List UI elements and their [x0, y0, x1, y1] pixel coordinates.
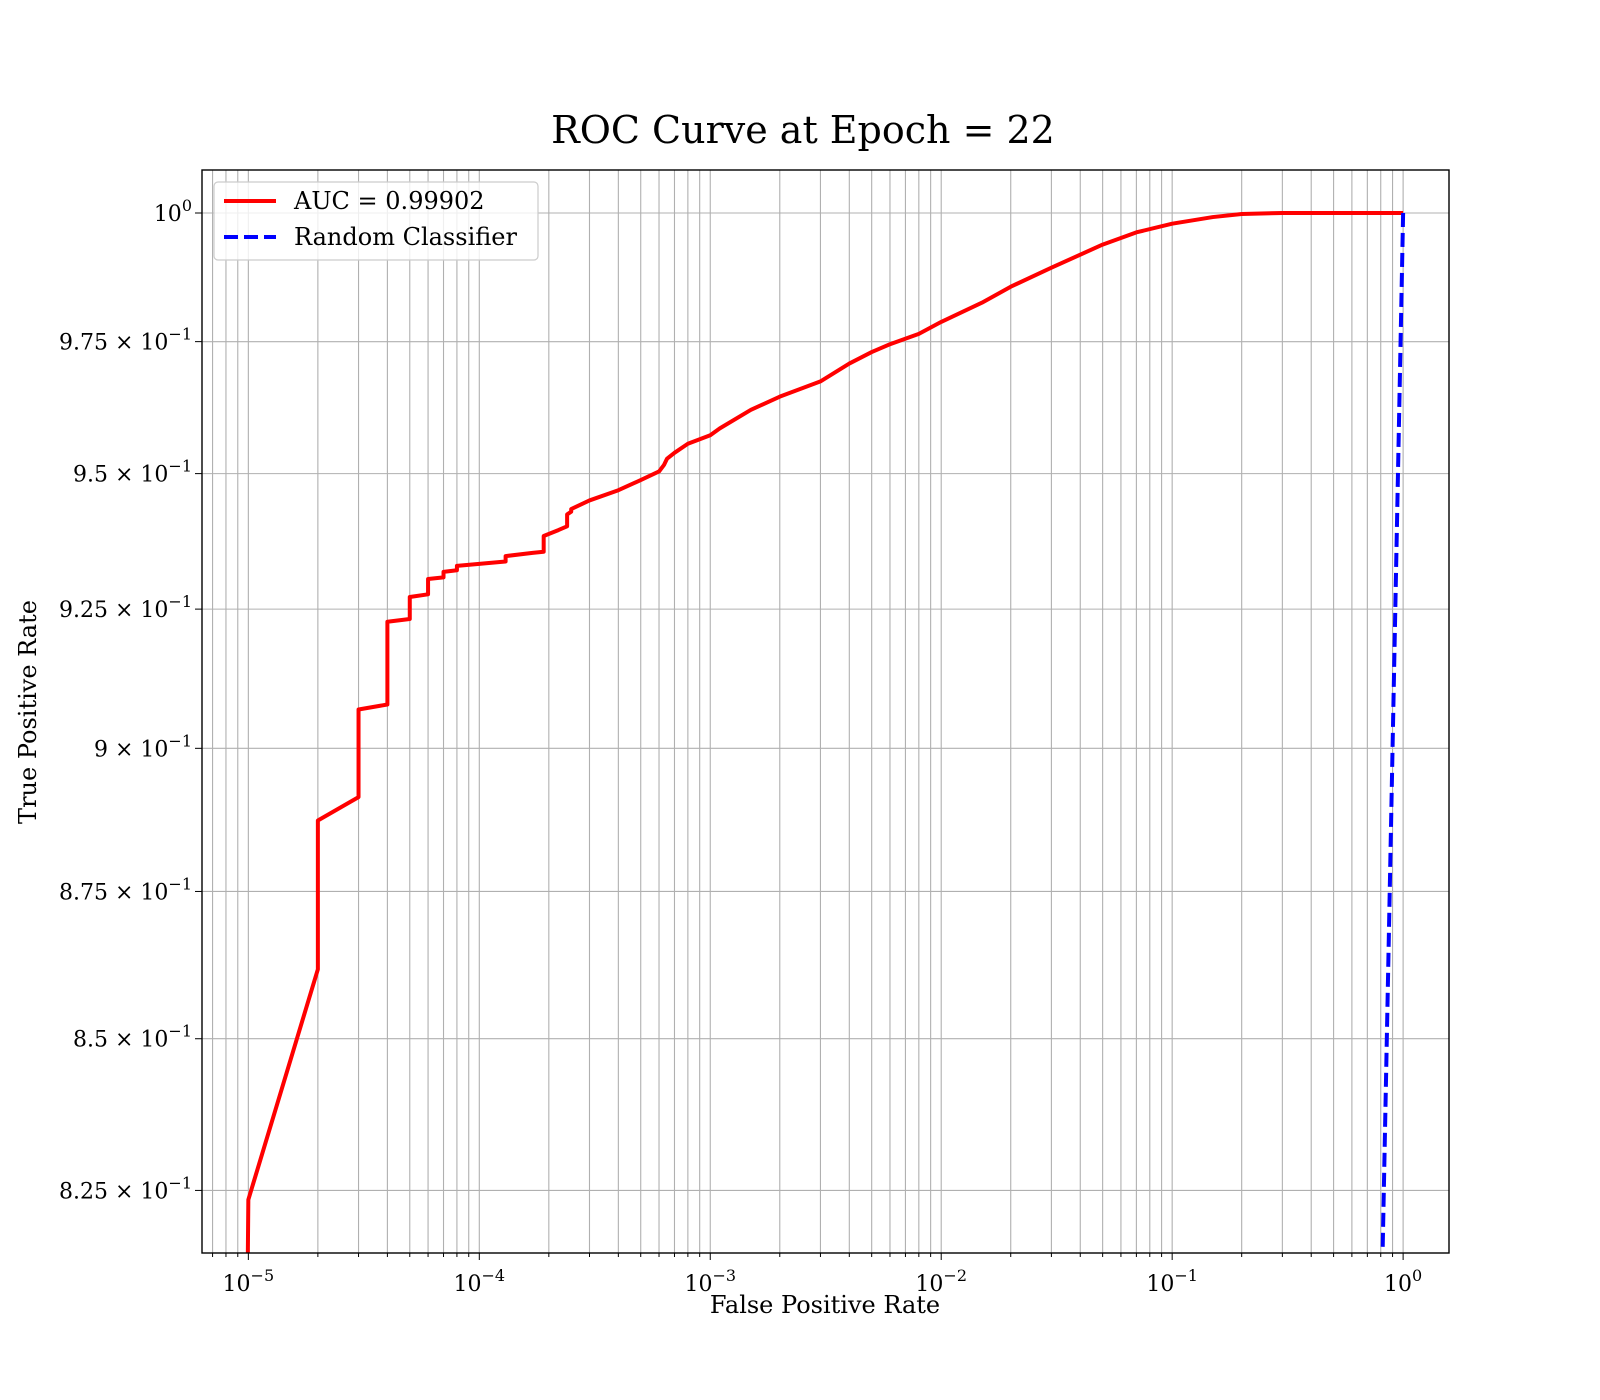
plot-background [202, 170, 1449, 1253]
y-tick-label: 8.5 × 10−1 [73, 1022, 192, 1053]
x-tick-label: 10−2 [915, 1266, 967, 1297]
grid [202, 170, 1449, 1253]
axis-ticks: 10−5 10−4 10−3 10−2 10−1 100 8.25 × 10−1 8.5 × … [59, 196, 1422, 1297]
y-tick-label: 9.75 × 10−1 [59, 325, 192, 356]
x-tick-label: 100 [1384, 1266, 1422, 1297]
x-tick-label: 10−4 [454, 1266, 506, 1297]
y-tick-label: 9.5 × 10−1 [73, 457, 192, 488]
legend: AUC = 0.99902 Random Classifier [213, 181, 539, 261]
series-layer [245, 211, 1406, 1253]
chart-title: ROC Curve at Epoch = 22 [551, 108, 1055, 152]
plot-frame [201, 169, 1450, 1254]
x-tick-label: 10−1 [1146, 1266, 1198, 1297]
x-tick-label: 10−5 [223, 1266, 275, 1297]
y-tick-label: 9.25 × 10−1 [59, 592, 192, 623]
y-axis-label: True Positive Rate [14, 600, 42, 824]
roc-curve-line [245, 211, 1404, 1253]
y-tick-label: 8.75 × 10−1 [59, 874, 192, 905]
x-axis-label: False Positive Rate [710, 1291, 940, 1319]
random-classifier-line [1380, 212, 1406, 1253]
x-tick-label: 10−3 [684, 1266, 736, 1297]
y-tick-label: 100 [154, 196, 192, 227]
legend-box [213, 181, 539, 261]
y-tick-label: 8.25 × 10−1 [59, 1173, 192, 1204]
y-tick-label: 9 × 10−1 [94, 731, 192, 762]
legend-label-auc: AUC = 0.99902 [293, 187, 485, 215]
legend-label-random-classifier: Random Classifier [294, 223, 517, 251]
